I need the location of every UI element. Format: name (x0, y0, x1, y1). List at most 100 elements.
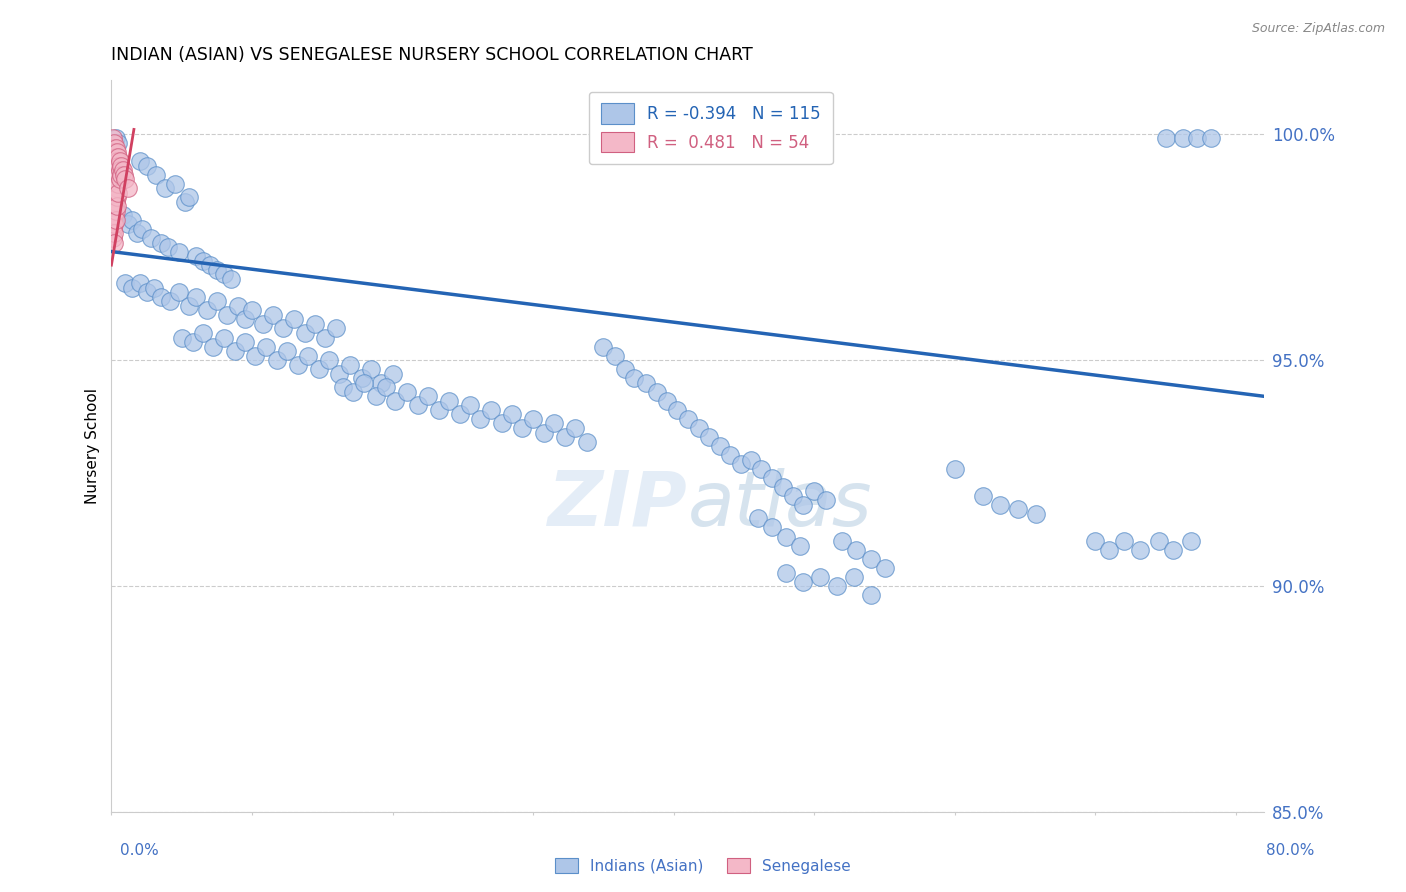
Point (501, 408, 523, 422)
Text: ZIP: ZIP (548, 467, 688, 541)
Point (139, 231, 162, 245)
Point (339, 358, 361, 372)
Point (304, 317, 326, 331)
Point (105, 154, 128, 169)
Point (212, 330, 235, 344)
Point (108, 172, 131, 186)
Point (108, 163, 131, 178)
Point (105, 145, 128, 159)
Point (381, 367, 404, 381)
Point (645, 384, 668, 399)
Point (163, 177, 186, 191)
Point (104, 213, 127, 227)
Point (761, 520, 783, 534)
Point (873, 561, 896, 575)
Point (104, 194, 127, 209)
Point (128, 154, 150, 169)
Point (191, 326, 214, 340)
Point (730, 457, 752, 471)
Point (384, 393, 406, 408)
Point (416, 389, 439, 403)
Y-axis label: Nursery School: Nursery School (86, 388, 100, 504)
Point (101, 168, 124, 182)
Point (634, 376, 657, 390)
Point (364, 389, 387, 403)
Point (173, 194, 195, 209)
Legend: Indians (Asian), Senegalese: Indians (Asian), Senegalese (550, 852, 856, 880)
Point (318, 353, 340, 368)
Point (845, 543, 868, 558)
Point (353, 376, 375, 390)
Point (1147, 534, 1170, 549)
Point (1199, 131, 1222, 145)
Point (104, 177, 127, 191)
Point (1025, 507, 1047, 521)
Point (603, 349, 626, 363)
Point (212, 267, 235, 281)
Legend: R = -0.394   N = 115, R =  0.481   N = 54: R = -0.394 N = 115, R = 0.481 N = 54 (589, 92, 832, 164)
Point (101, 231, 124, 245)
Point (101, 150, 124, 164)
Point (254, 340, 277, 354)
Point (105, 199, 128, 213)
Point (1161, 543, 1184, 558)
Point (103, 172, 125, 186)
Point (747, 511, 769, 525)
Point (156, 240, 179, 254)
Point (350, 371, 373, 385)
Point (107, 186, 129, 200)
Text: Source: ZipAtlas.com: Source: ZipAtlas.com (1251, 22, 1385, 36)
Point (121, 213, 143, 227)
Point (1007, 502, 1029, 516)
Point (110, 168, 132, 182)
Point (103, 154, 125, 169)
Point (103, 136, 125, 150)
Point (103, 145, 125, 159)
Point (543, 417, 565, 431)
Point (101, 159, 124, 173)
Point (184, 249, 207, 263)
Point (613, 362, 636, 376)
Point (107, 177, 129, 191)
Point (145, 168, 167, 182)
Point (252, 317, 274, 331)
Point (205, 294, 228, 309)
Point (782, 489, 804, 503)
Point (105, 172, 128, 186)
Point (740, 452, 762, 467)
Point (219, 271, 242, 285)
Point (103, 208, 125, 222)
Point (107, 159, 129, 173)
Point (101, 213, 124, 227)
Point (328, 367, 350, 381)
Point (205, 262, 228, 277)
Point (697, 430, 720, 444)
Point (623, 371, 645, 385)
Point (101, 177, 124, 191)
Text: INDIAN (ASIAN) VS SENEGALESE NURSERY SCHOOL CORRELATION CHART: INDIAN (ASIAN) VS SENEGALESE NURSERY SCH… (111, 46, 754, 64)
Point (592, 340, 614, 354)
Point (533, 425, 555, 440)
Point (135, 159, 157, 173)
Point (1084, 534, 1107, 549)
Point (103, 199, 125, 213)
Point (1180, 534, 1202, 549)
Point (101, 131, 124, 145)
Point (177, 190, 200, 204)
Point (104, 140, 127, 154)
Point (153, 181, 176, 195)
Point (201, 340, 224, 354)
Point (370, 376, 392, 390)
Point (167, 285, 190, 300)
Point (114, 172, 136, 186)
Point (177, 299, 200, 313)
Point (655, 393, 678, 408)
Point (104, 131, 127, 145)
Point (107, 168, 129, 182)
Point (575, 434, 598, 449)
Point (1112, 534, 1135, 549)
Point (943, 461, 966, 475)
Point (224, 344, 246, 359)
Point (149, 290, 172, 304)
Point (167, 244, 190, 259)
